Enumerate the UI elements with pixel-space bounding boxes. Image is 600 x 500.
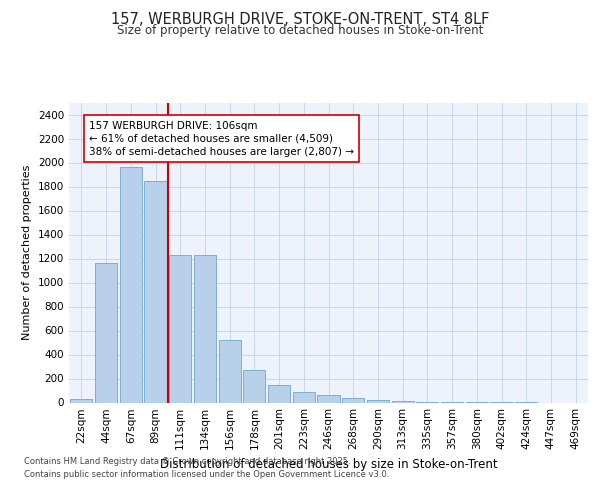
Text: Contains HM Land Registry data © Crown copyright and database right 2025.: Contains HM Land Registry data © Crown c… [24, 458, 350, 466]
Bar [293, 392, 315, 402]
Text: 157 WERBURGH DRIVE: 106sqm
← 61% of detached houses are smaller (4,509)
38% of s: 157 WERBURGH DRIVE: 106sqm ← 61% of deta… [89, 120, 354, 157]
Bar [317, 396, 340, 402]
Bar [367, 400, 389, 402]
Text: 157, WERBURGH DRIVE, STOKE-ON-TRENT, ST4 8LF: 157, WERBURGH DRIVE, STOKE-ON-TRENT, ST4… [111, 12, 489, 28]
Bar [243, 370, 265, 402]
Bar [95, 264, 117, 402]
Bar [342, 398, 364, 402]
Bar [194, 255, 216, 402]
Y-axis label: Number of detached properties: Number of detached properties [22, 165, 32, 340]
Bar [119, 168, 142, 402]
Text: Size of property relative to detached houses in Stoke-on-Trent: Size of property relative to detached ho… [117, 24, 483, 37]
Bar [145, 180, 167, 402]
Bar [268, 384, 290, 402]
Bar [70, 399, 92, 402]
Bar [218, 340, 241, 402]
Bar [169, 255, 191, 402]
Text: Contains public sector information licensed under the Open Government Licence v3: Contains public sector information licen… [24, 470, 389, 479]
X-axis label: Distribution of detached houses by size in Stoke-on-Trent: Distribution of detached houses by size … [160, 458, 497, 471]
